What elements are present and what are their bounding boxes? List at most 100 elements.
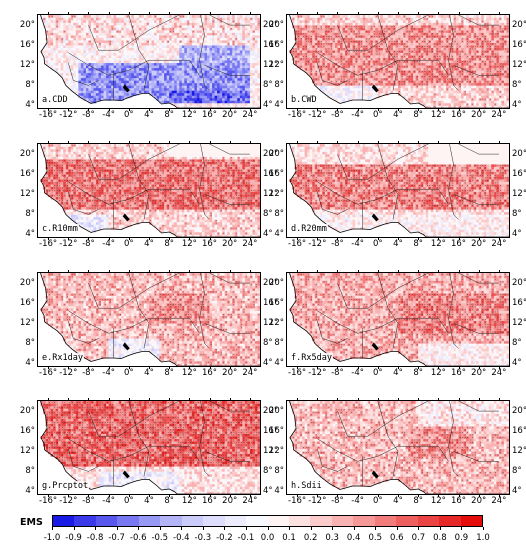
lon-tick xyxy=(337,141,339,144)
lon-tick xyxy=(128,108,130,111)
colorbar-tick-label: -0.9 xyxy=(59,533,89,543)
colorbar-tick-mark xyxy=(439,527,441,530)
country-border xyxy=(68,320,99,344)
lon-label: -16° xyxy=(35,240,61,249)
lon-tick xyxy=(418,270,420,273)
lon-tick xyxy=(337,494,339,497)
colorbar-tick-mark xyxy=(116,527,118,530)
country-border xyxy=(458,144,499,155)
lon-tick xyxy=(169,494,171,497)
lat-label: 16° xyxy=(263,299,287,308)
lat-label: 20° xyxy=(13,150,35,159)
lon-tick xyxy=(108,237,110,240)
lon-tick xyxy=(169,141,171,144)
lon-tick xyxy=(297,494,299,497)
lon-label: 8° xyxy=(156,497,182,506)
lat-label: 20° xyxy=(262,150,284,159)
lon-tick xyxy=(297,12,299,15)
lon-label: -12° xyxy=(304,240,330,249)
lon-label: 8° xyxy=(405,497,431,506)
country-border xyxy=(453,65,499,76)
lon-tick xyxy=(498,398,500,401)
country-border xyxy=(453,451,499,462)
lon-tick xyxy=(398,398,399,401)
lat-label: 8° xyxy=(262,81,284,90)
lon-tick xyxy=(498,108,500,111)
lat-label: 4° xyxy=(13,487,35,496)
colorbar-swatch xyxy=(224,516,247,526)
lat-label: 12° xyxy=(13,447,35,456)
lat-label: 16° xyxy=(512,299,526,308)
lon-label: -12° xyxy=(304,497,330,506)
lat-label: 12° xyxy=(262,447,284,456)
lon-tick xyxy=(48,12,50,15)
colorbar-tick-label: -0.5 xyxy=(145,533,175,543)
colorbar-tick-mark xyxy=(289,527,291,530)
lat-label: 16° xyxy=(512,170,526,179)
lon-tick xyxy=(418,12,420,15)
lon-tick xyxy=(48,237,50,240)
lat-label: 12° xyxy=(512,190,526,199)
colorbar-tick-label: -0.8 xyxy=(80,533,110,543)
lon-label: -4° xyxy=(345,240,371,249)
country-border xyxy=(68,191,99,215)
lon-label: -4° xyxy=(96,111,122,120)
lon-tick xyxy=(169,398,171,401)
lon-tick xyxy=(337,398,339,401)
lat-label: 8° xyxy=(13,467,35,476)
lat-label: 16° xyxy=(262,299,284,308)
lon-tick xyxy=(418,141,420,144)
lat-label: 12° xyxy=(512,61,526,70)
lon-tick xyxy=(478,237,480,240)
lon-label: 12° xyxy=(176,497,202,506)
lon-tick xyxy=(189,366,191,369)
colorbar-tick-mark xyxy=(95,527,97,530)
lat-label: 12° xyxy=(13,319,35,328)
colorbar-tick-mark xyxy=(461,527,463,530)
colorbar-tick-mark xyxy=(159,527,161,530)
country-border xyxy=(337,273,429,309)
colorbar-tick-mark xyxy=(396,527,398,530)
country-border xyxy=(337,401,429,437)
lat-label: 12° xyxy=(13,61,35,70)
lon-tick xyxy=(249,494,251,497)
lon-label: -16° xyxy=(35,369,61,378)
lon-tick xyxy=(229,237,231,240)
lon-label: 8° xyxy=(405,111,431,120)
map-panel-sdii: h.Sdii xyxy=(286,400,510,495)
lon-tick xyxy=(189,494,191,497)
country-border xyxy=(317,438,449,462)
country-border xyxy=(204,194,250,205)
colorbar-tick-label: 0.4 xyxy=(339,533,369,543)
lat-label: 20° xyxy=(13,21,35,30)
lon-tick xyxy=(398,108,399,111)
lon-label: 4° xyxy=(136,369,162,378)
lon-tick xyxy=(357,366,359,369)
colorbar-tick-mark xyxy=(353,527,355,530)
lon-tick xyxy=(357,108,359,111)
lon-tick xyxy=(209,398,211,401)
lon-label: -8° xyxy=(75,111,101,120)
lat-label: 16° xyxy=(13,41,35,50)
lon-label: 20° xyxy=(466,111,492,120)
lon-tick xyxy=(337,270,339,273)
lon-tick xyxy=(209,270,211,273)
lon-tick xyxy=(418,398,420,401)
lon-tick xyxy=(478,141,480,144)
lon-label: -12° xyxy=(55,369,81,378)
lon-label: 16° xyxy=(197,369,223,378)
country-border xyxy=(317,448,348,472)
lon-tick xyxy=(458,494,460,497)
coastline xyxy=(40,401,260,494)
lon-tick xyxy=(149,398,150,401)
colorbar-tick-label: 0.0 xyxy=(253,533,283,543)
colorbar xyxy=(52,515,483,527)
lon-label: 16° xyxy=(197,497,223,506)
country-border xyxy=(448,144,459,220)
map-panel-rx1: e.Rx1day xyxy=(37,272,261,367)
lat-label: 12° xyxy=(263,190,287,199)
lat-label: 8° xyxy=(13,210,35,219)
lon-tick xyxy=(189,108,191,111)
lon-tick xyxy=(297,270,299,273)
lon-label: 16° xyxy=(197,240,223,249)
